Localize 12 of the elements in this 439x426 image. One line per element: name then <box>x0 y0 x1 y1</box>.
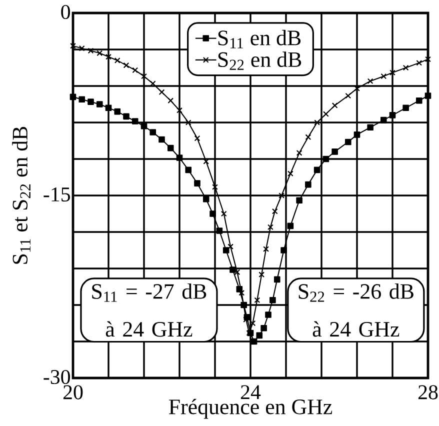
x-tick-label: 28 <box>418 385 438 400</box>
annotation: S$_{11}$ = -27 dB à 24 GHz <box>92 283 206 337</box>
legend-label: S$_{22}$ en dB <box>218 52 302 70</box>
x-tick-label: 24 <box>240 385 261 400</box>
legend-label: S$_{11}$ en dB <box>218 30 301 48</box>
x-axis-title: Fréquence en GHz <box>168 398 332 419</box>
y-tick-label: -30 <box>44 370 70 384</box>
y-tick-label: -15 <box>44 187 70 202</box>
x-tick-label: 20 <box>63 385 83 400</box>
y-tick-label: 0 <box>61 4 70 20</box>
annotation: S$_{22}$ = -26 dB à 24 GHz <box>298 283 414 337</box>
y-axis-title: S$_{11}$ et S$_{22}$ en dB <box>12 126 30 264</box>
